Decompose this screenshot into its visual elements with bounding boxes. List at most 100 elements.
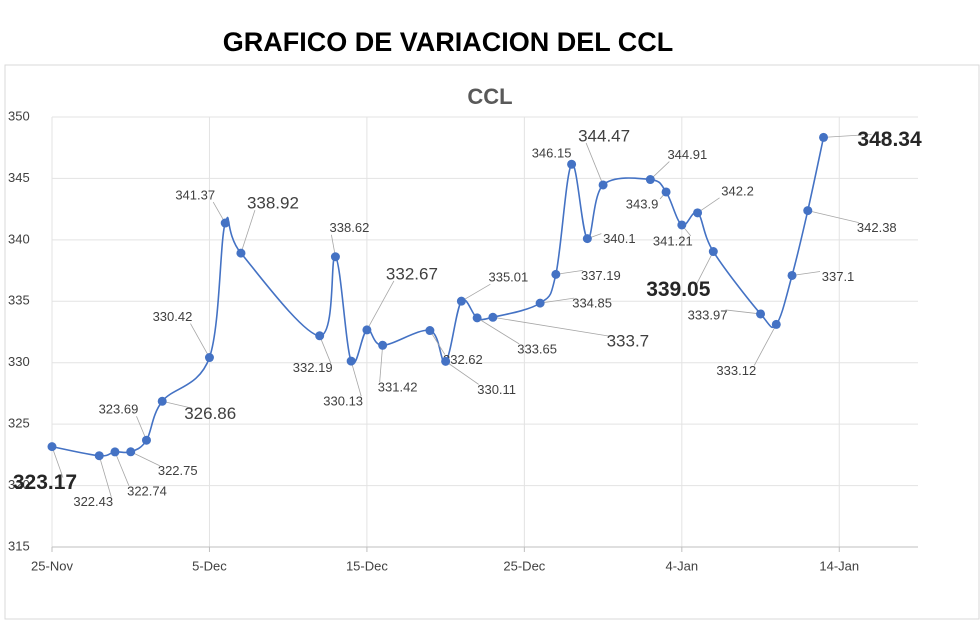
data-point [708,247,718,257]
leader-line [379,345,384,383]
y-tick-label: 345 [8,170,30,185]
data-point [220,218,230,228]
data-point [598,180,608,190]
leader-line [98,455,112,497]
data-label: 344.47 [578,126,630,145]
data-point [315,331,325,341]
leader-line [114,451,130,487]
leader-line [695,251,714,285]
leader-line [51,446,64,478]
data-point [47,442,57,452]
data-label: 338.62 [330,220,370,235]
data-point [126,447,136,457]
y-tick-label: 325 [8,416,30,431]
data-label: 335.01 [488,270,528,285]
data-point [756,309,766,319]
y-tick-label: 340 [8,231,30,246]
leader-line [366,280,395,331]
leader-line [753,324,777,366]
data-label: 332.19 [293,360,333,375]
data-label: 333.65 [517,341,557,356]
leader-line [492,316,610,337]
data-point [346,356,356,366]
x-tick-label: 25-Dec [503,558,545,573]
leader-line [162,400,193,409]
x-tick-label: 25-Nov [31,558,73,573]
data-point [330,252,340,262]
data-point [378,340,388,350]
leader-line [476,317,520,345]
data-label: 322.43 [73,494,113,509]
data-point [819,132,829,142]
data-label: 338.92 [247,194,299,213]
leader-line [725,309,761,315]
y-tick-label: 350 [8,108,30,123]
data-point [551,269,561,279]
leader-line [190,323,210,358]
leader-line [461,283,491,302]
x-tick-label: 5-Dec [192,558,227,573]
data-label: 337.1 [822,269,855,284]
data-point [141,435,151,445]
leader-line [319,335,332,363]
leader-line [807,210,859,224]
data-label: 339.05 [646,278,711,301]
data-point [236,248,246,258]
leader-line [791,271,821,276]
data-label: 344.91 [667,147,707,162]
data-label: 326.86 [184,404,236,423]
leader-line [130,451,160,467]
y-tick-label: 315 [8,538,30,553]
data-label: 330.13 [323,394,363,409]
data-point [472,313,482,323]
data-point [567,159,577,169]
data-point [204,353,214,363]
leader-line [429,330,446,355]
leader-line [445,361,479,385]
data-label: 342.38 [857,220,897,235]
data-label: 337.19 [581,268,621,283]
data-label: 332.62 [443,352,483,367]
data-label: 348.34 [857,128,922,151]
data-label: 333.12 [716,363,756,378]
leader-line [585,142,604,186]
data-label: 333.7 [607,332,650,351]
data-point [645,175,655,185]
data-label: 323.69 [99,402,139,417]
data-point [362,325,372,335]
data-point [157,396,167,406]
data-label: 323.17 [13,471,77,494]
y-tick-label: 320 [8,477,30,492]
data-label: 341.37 [175,187,215,202]
data-label: 334.85 [572,296,612,311]
data-label: 330.11 [477,382,516,397]
data-point [94,451,104,461]
data-label: 332.67 [386,264,438,283]
data-label: 342.2 [721,183,754,198]
x-tick-label: 4-Jan [666,558,699,573]
leader-line [540,297,575,304]
leader-line [240,210,256,254]
data-label: 341.21 [653,233,693,248]
chart-title: CCL [467,84,512,109]
y-tick-label: 335 [8,293,30,308]
data-label: 322.74 [127,483,167,498]
data-label: 331.42 [378,380,418,395]
leader-line [823,133,872,138]
data-point [693,208,703,218]
data-point [677,220,687,230]
data-label: 340.1 [603,231,636,246]
data-label: 330.42 [153,309,193,324]
leader-line [555,269,583,275]
data-point [441,356,451,366]
data-label: 322.75 [158,463,198,478]
data-label: 333.97 [688,307,728,322]
data-point [787,270,797,280]
y-tick-label: 330 [8,354,30,369]
data-label: 343.9 [626,196,659,211]
data-point [771,319,781,329]
leader-line [350,361,362,397]
page-title: GRAFICO DE VARIACION DEL CCL [223,27,674,57]
x-tick-label: 15-Dec [346,558,388,573]
